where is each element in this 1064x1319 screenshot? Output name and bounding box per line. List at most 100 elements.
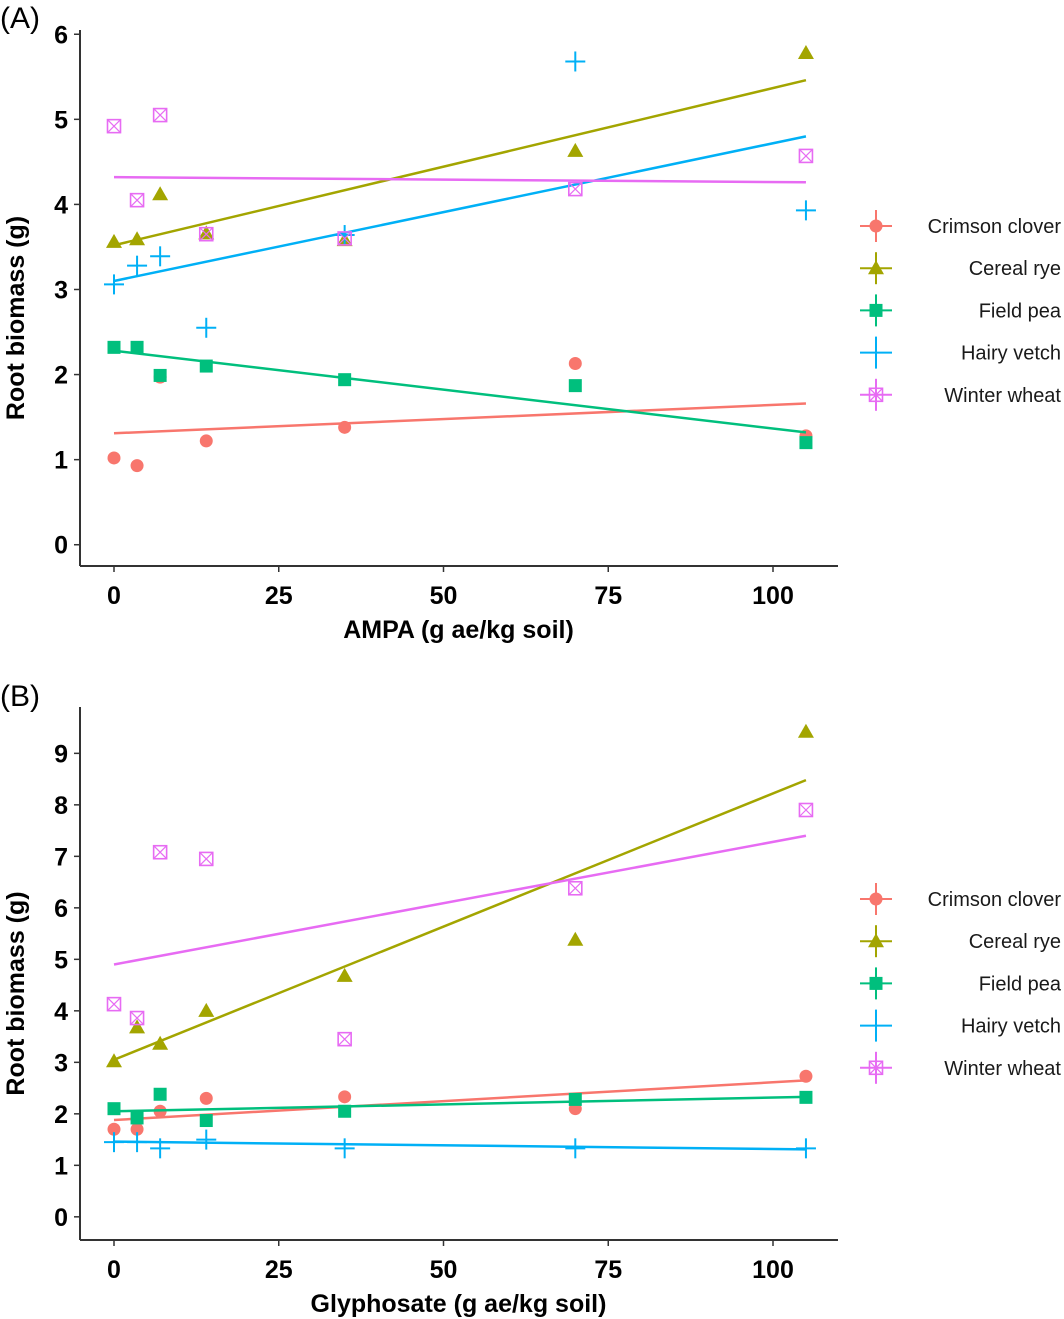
- data-point-cereal-rye: [797, 723, 814, 738]
- data-point-winter-wheat: [129, 192, 145, 208]
- x-tick-label: 0: [107, 1256, 121, 1284]
- legend-key-marker: [868, 387, 884, 403]
- y-tick-label: 4: [54, 191, 68, 219]
- legend-item-winter-wheat: Winter wheat: [860, 1051, 1061, 1084]
- circle-marker: [799, 1069, 813, 1083]
- box-marker: [129, 1010, 145, 1026]
- triangle-marker: [129, 1019, 146, 1034]
- legend-item-crimson-clover: Crimson clover: [860, 210, 1061, 242]
- data-point-crimson-clover: [799, 1069, 813, 1083]
- data-point-hairy-vetch: [196, 317, 217, 338]
- legend: Crimson clover Cereal rye Field pea Hairy v…: [860, 210, 1062, 411]
- box-cross-2: [199, 851, 214, 866]
- x-tick-label: 75: [594, 582, 622, 610]
- circle-marker: [568, 357, 582, 371]
- data-point-crimson-clover: [338, 420, 352, 434]
- box-cross-2: [199, 227, 214, 242]
- x-tick-label: 0: [107, 582, 121, 610]
- circle-marker: [130, 459, 144, 473]
- fit-line-crimson-clover: [113, 1079, 807, 1122]
- box-marker: [567, 181, 583, 197]
- box-cross-2: [337, 231, 352, 246]
- box-marker: [798, 802, 814, 818]
- square-marker: [338, 373, 352, 387]
- circle-marker: [869, 219, 883, 233]
- data-point-crimson-clover: [107, 1122, 121, 1136]
- legend-key-marker: [869, 976, 883, 990]
- triangle-marker: [868, 260, 884, 275]
- data-point-winter-wheat: [567, 880, 583, 896]
- circle-marker: [199, 434, 213, 448]
- panel-b: (B) 0 1 2 3 4 5 6 7 8 9 0 25 50 75 100 Glyphosate (g ae/…: [0, 680, 1062, 1318]
- legend-key-marker: [869, 892, 883, 906]
- x-tick-label: 25: [265, 582, 293, 610]
- data-point-field-pea: [568, 1092, 582, 1106]
- triangle-marker: [797, 44, 814, 59]
- circle-marker: [107, 451, 121, 465]
- y-axis-title: Root biomass (g): [2, 216, 30, 420]
- data-point-winter-wheat: [152, 107, 168, 123]
- legend-key-marker: [869, 219, 883, 233]
- triangle-marker: [336, 967, 353, 982]
- box-marker: [337, 1031, 352, 1047]
- x-tick-label: 100: [752, 582, 794, 610]
- box-cross-2: [568, 182, 583, 197]
- square-marker: [338, 1104, 352, 1118]
- data-point-crimson-clover: [568, 357, 582, 371]
- data-point-field-pea: [130, 340, 144, 354]
- box-cross-2: [153, 845, 168, 860]
- legend-item-hairy-vetch: Hairy vetch: [860, 336, 1061, 369]
- legend-item-winter-wheat: Winter wheat: [860, 378, 1061, 411]
- legend-key-marker: [869, 303, 883, 317]
- y-tick-label: 1: [54, 447, 68, 475]
- data-point-cereal-rye: [567, 931, 584, 946]
- box-cross-2: [799, 803, 813, 817]
- triangle-marker: [198, 1002, 215, 1017]
- square-marker: [153, 368, 167, 382]
- legend-label: Cereal rye: [969, 931, 1061, 953]
- triangle-marker: [198, 225, 215, 240]
- data-point-hairy-vetch: [565, 1138, 586, 1159]
- square-marker: [153, 1087, 167, 1101]
- circle-marker: [199, 1091, 213, 1105]
- data-point-hairy-vetch: [150, 246, 171, 267]
- y-tick-label: 6: [54, 895, 68, 923]
- x-tick-label: 50: [430, 582, 458, 610]
- data-point-winter-wheat: [106, 118, 122, 134]
- y-tick-label: 7: [54, 843, 68, 871]
- square-marker: [107, 1102, 121, 1116]
- x-tick-label: 50: [430, 1256, 458, 1284]
- y-tick-label: 2: [54, 362, 68, 390]
- data-point-field-pea: [130, 1111, 144, 1125]
- y-tick-label: 3: [54, 276, 68, 304]
- circle-marker: [869, 892, 883, 906]
- legend-key-marker: [868, 933, 884, 948]
- legend-label: Crimson clover: [928, 216, 1062, 238]
- series-cereal-rye: [106, 44, 814, 248]
- data-point-field-pea: [153, 1087, 167, 1101]
- series-crimson-clover: [107, 357, 813, 473]
- y-axis-title: Root biomass (g): [2, 891, 30, 1095]
- data-point-winter-wheat: [106, 996, 122, 1012]
- data-point-winter-wheat: [337, 231, 352, 246]
- box-cross-2: [153, 108, 168, 123]
- box-marker: [567, 880, 583, 896]
- data-point-crimson-clover: [130, 1122, 144, 1136]
- square-marker: [199, 1114, 213, 1128]
- series-cereal-rye: [106, 723, 814, 1068]
- legend-label: Winter wheat: [944, 1058, 1061, 1080]
- data-point-winter-wheat: [337, 1031, 352, 1047]
- box-marker: [337, 231, 352, 246]
- x-axis-title: AMPA (g ae/kg soil): [343, 616, 574, 644]
- square-marker: [107, 340, 121, 354]
- square-marker: [568, 1092, 582, 1106]
- triangle-marker: [797, 723, 814, 738]
- panel-a: (A) 0 1 2 3 4 5 6 0 25 50 75 100 AMPA (g ae/kg soil) R…: [0, 2, 1062, 644]
- data-point-hairy-vetch: [104, 1132, 124, 1153]
- square-marker: [869, 976, 883, 990]
- box-marker: [106, 996, 122, 1012]
- data-point-cereal-rye: [198, 1002, 215, 1017]
- series-winter-wheat: [106, 802, 814, 1047]
- x-tick-label: 75: [594, 1256, 622, 1284]
